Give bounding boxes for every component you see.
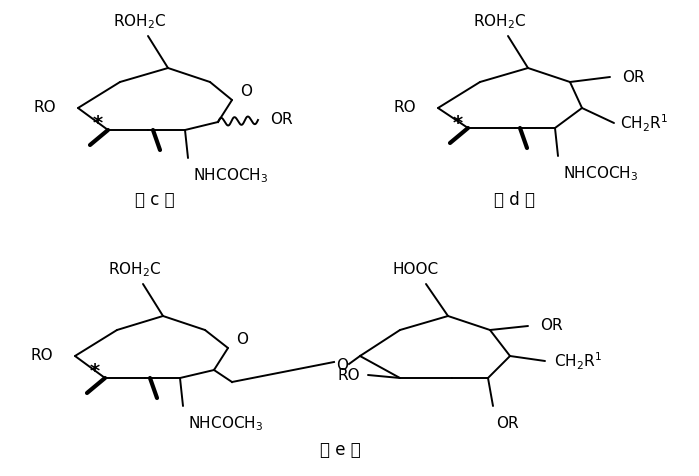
- Text: ROH$_2$C: ROH$_2$C: [113, 13, 166, 31]
- Text: OR: OR: [270, 112, 293, 128]
- Text: *: *: [90, 361, 100, 380]
- Text: NHCOCH$_3$: NHCOCH$_3$: [188, 415, 264, 433]
- Text: *: *: [453, 113, 463, 132]
- Text: CH$_2$R$^1$: CH$_2$R$^1$: [554, 350, 602, 372]
- Text: OR: OR: [496, 416, 519, 432]
- Text: RO: RO: [394, 100, 416, 116]
- Text: ROH$_2$C: ROH$_2$C: [473, 13, 526, 31]
- Text: OR: OR: [622, 69, 644, 85]
- Text: OR: OR: [540, 318, 563, 334]
- Text: RO: RO: [34, 100, 56, 116]
- Text: （ c ）: （ c ）: [135, 191, 175, 209]
- Text: （ e ）: （ e ）: [319, 441, 361, 459]
- Text: ROH$_2$C: ROH$_2$C: [108, 261, 161, 279]
- Text: RO: RO: [30, 348, 53, 364]
- Text: *: *: [93, 113, 103, 132]
- Text: RO: RO: [338, 367, 360, 383]
- Text: O: O: [240, 85, 252, 99]
- Text: O: O: [336, 358, 348, 374]
- Text: CH$_2$R$^1$: CH$_2$R$^1$: [620, 112, 668, 134]
- Text: （ d ）: （ d ）: [494, 191, 535, 209]
- Text: HOOC: HOOC: [393, 262, 439, 278]
- Text: NHCOCH$_3$: NHCOCH$_3$: [563, 165, 638, 183]
- Text: NHCOCH$_3$: NHCOCH$_3$: [193, 167, 268, 185]
- Text: O: O: [236, 333, 248, 347]
